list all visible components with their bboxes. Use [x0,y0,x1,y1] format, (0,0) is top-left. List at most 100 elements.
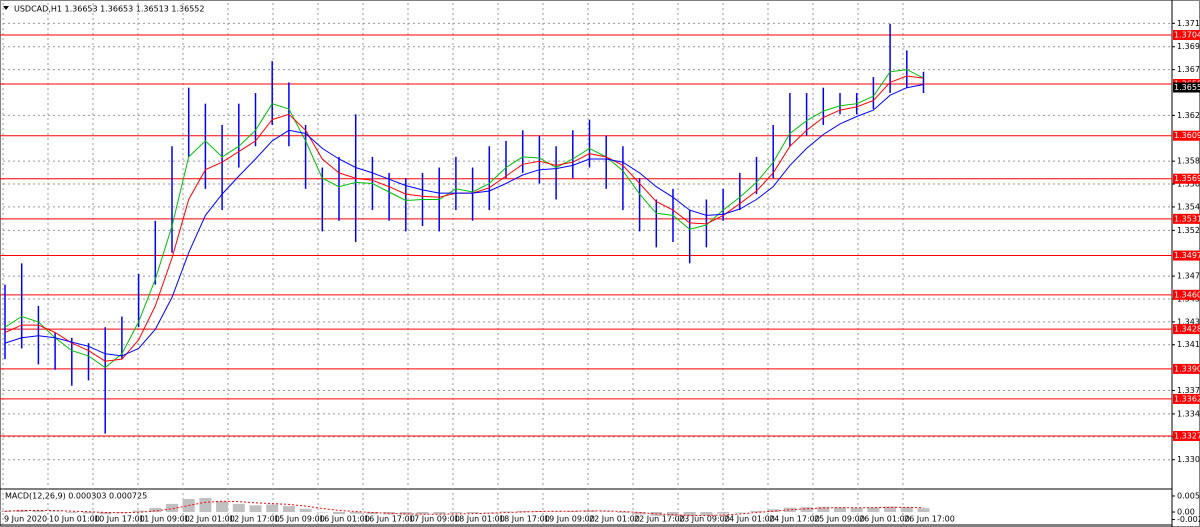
y-tick-label: 1.35210 [1177,226,1200,235]
macd-bar [850,507,863,512]
moving-average [4,69,924,369]
x-tick-label: 9 Jun 2020 [4,515,47,524]
macd-bar [65,511,78,513]
macd-bar [917,508,930,512]
macd-bar [683,511,696,517]
level-label: 1.33908 [1174,364,1200,373]
x-tick-label: 11 Jun 09:00 [139,515,190,524]
macd-bar [166,503,178,512]
x-tick-label: 18 Jun 01:00 [454,515,505,524]
x-tick-label: 24 Jun 17:00 [769,515,820,524]
macd-bar [834,507,846,512]
macd-bar [149,507,162,512]
macd-bar [516,510,529,512]
macd-bar [533,510,546,512]
y-tick-label: 1.34135 [1177,340,1200,349]
macd-bar [483,511,496,513]
y-tick-label: 1.35430 [1177,202,1200,211]
x-tick-label: 24 Jun 01:00 [724,515,775,524]
level-label-bg [1173,213,1200,224]
level-label-bg [1173,430,1200,441]
y-tick-label: 1.36935 [1177,42,1200,51]
y-tick-label: 1.33485 [1177,409,1200,418]
macd-bar [299,508,312,512]
level-label-bg [1173,393,1200,404]
level-label: 1.34973 [1174,251,1200,260]
macd-bar [750,510,763,512]
macd-bar [232,503,245,512]
y-tick-label: 1.34780 [1177,272,1200,281]
x-tick-label: 15 Jun 09:00 [274,515,325,524]
level-label: 1.33278 [1174,431,1200,440]
macd-bar [767,509,780,512]
level-label-bg [1173,173,1200,184]
y-tick-label: 0.005933 [1177,491,1200,500]
macd-bar [900,507,913,512]
y-tick-label: 1.33055 [1177,455,1200,464]
macd-bar [82,511,95,514]
x-tick-label: 16 Jun 01:00 [319,515,370,524]
macd-bar [333,511,345,515]
macd-bar [600,511,613,512]
level-label-bg [1173,30,1200,41]
x-tick-label: 16 Jun 17:00 [364,515,415,524]
macd-bar [783,507,796,512]
y-tick-label: 1.36720 [1177,65,1200,74]
x-tick-label: 10 Jun 01:00 [49,515,100,524]
x-tick-label: 26 Jun 01:00 [859,515,910,524]
level-label: 1.34604 [1174,290,1200,299]
level-label-bg [1173,130,1200,141]
level-label: 1.36099 [1174,131,1200,140]
macd-bar [449,511,462,514]
current-price-bg [1173,82,1200,93]
macd-bar [800,507,813,512]
macd-bar [733,511,746,513]
level-label: 1.33626 [1174,394,1200,403]
level-label-bg [1173,363,1200,374]
macd-bar [867,507,880,512]
x-tick-label: 18 Jun 17:00 [499,515,550,524]
x-tick-label: 26 Jun 17:00 [904,515,955,524]
x-tick-label: 10 Jun 17:00 [94,515,145,524]
y-tick-label: -0.0028 [1177,515,1200,524]
x-tick-label: 19 Jun 09:00 [544,515,595,524]
x-tick-label: 22 Jun 17:00 [634,515,685,524]
level-label-bg [1173,250,1200,261]
x-tick-label: 12 Jun 17:00 [229,515,280,524]
macd-bar [316,511,329,513]
macd-bar [349,511,362,514]
macd-bar [249,505,262,512]
level-label-bg [1173,324,1200,335]
level-label: 1.37045 [1174,31,1200,40]
x-tick-label: 22 Jun 01:00 [589,515,640,524]
y-tick-label: 1.35860 [1177,157,1200,166]
macd-bar [433,511,446,514]
macd-bar [216,501,229,512]
macd-bar [399,511,412,515]
macd-bar [266,504,279,512]
level-label: 1.35695 [1174,174,1200,183]
moving-average [4,84,924,357]
macd-bar [32,510,45,512]
macd-bar [717,511,730,514]
y-tick-label: 1.34350 [1177,317,1200,326]
x-tick-label: 23 Jun 09:00 [679,515,730,524]
y-tick-label: 1.35645 [1177,180,1200,189]
menu-arrow[interactable] [3,6,9,10]
macd-bar [49,511,62,512]
y-tick-label: 1.33705 [1177,386,1200,395]
macd-bar [132,510,145,512]
macd-bar [366,511,379,515]
macd-bar [700,511,713,516]
current-price-label: 1.36552 [1174,83,1200,92]
macd-bar [282,506,295,512]
y-tick-label: 1.36290 [1177,111,1200,120]
macd-bar [466,511,479,514]
signal-line [4,500,924,516]
macd-title: MACD(12,26,9) 0.000303 0.000725 [5,492,147,501]
macd-bar [99,511,112,515]
macd-bar [416,511,429,515]
y-tick-label: 0.00 [1177,507,1195,516]
